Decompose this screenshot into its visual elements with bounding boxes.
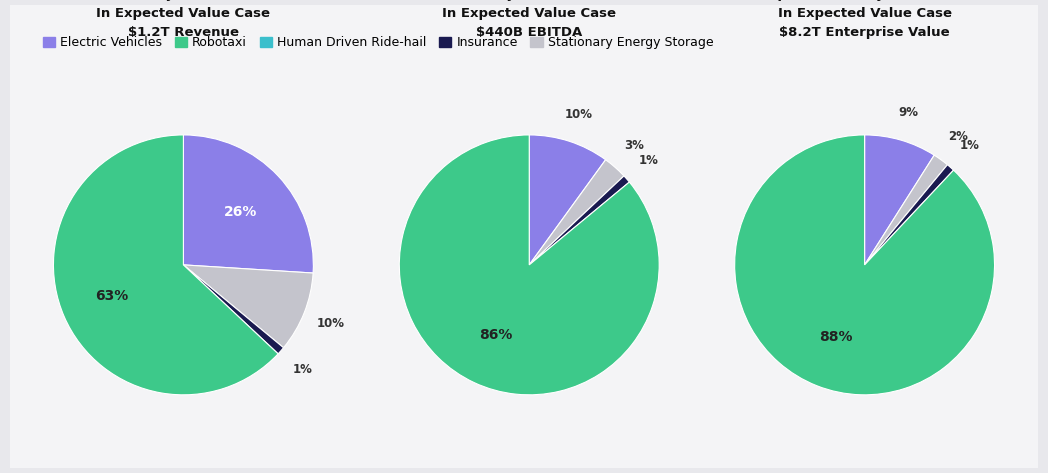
- Text: 88%: 88%: [820, 330, 853, 344]
- Wedge shape: [529, 176, 630, 265]
- Wedge shape: [399, 135, 659, 395]
- Wedge shape: [529, 135, 606, 265]
- Text: 9%: 9%: [899, 106, 919, 119]
- Text: 2%: 2%: [947, 130, 967, 143]
- Text: 1%: 1%: [960, 140, 980, 152]
- Wedge shape: [183, 135, 313, 273]
- Title: Enterprise Value By Business Line
In Expected Value Case
$8.2T Enterprise Value: Enterprise Value By Business Line In Exp…: [738, 0, 991, 39]
- Text: 10%: 10%: [564, 107, 592, 121]
- Legend: Electric Vehicles, Robotaxi, Human Driven Ride-hail, Insurance, Stationary Energ: Electric Vehicles, Robotaxi, Human Drive…: [38, 31, 719, 54]
- Title: Revenue By Business Line
In Expected Value Case
$1.2T Revenue: Revenue By Business Line In Expected Val…: [86, 0, 281, 39]
- Wedge shape: [53, 135, 278, 395]
- Wedge shape: [529, 160, 624, 265]
- Text: 10%: 10%: [316, 317, 345, 330]
- Text: 86%: 86%: [479, 328, 512, 342]
- Title: EBITDA By Business Line
In Expected Value Case
$440B EBITDA: EBITDA By Business Line In Expected Valu…: [437, 0, 621, 39]
- Wedge shape: [865, 165, 954, 265]
- Wedge shape: [865, 135, 934, 265]
- Text: 3%: 3%: [625, 140, 645, 152]
- Wedge shape: [735, 135, 995, 395]
- Text: 26%: 26%: [223, 204, 257, 219]
- Wedge shape: [865, 155, 947, 265]
- Text: 1%: 1%: [292, 363, 312, 376]
- Text: 63%: 63%: [95, 289, 129, 303]
- Wedge shape: [183, 265, 284, 354]
- Text: 1%: 1%: [638, 154, 658, 166]
- Wedge shape: [183, 265, 313, 348]
